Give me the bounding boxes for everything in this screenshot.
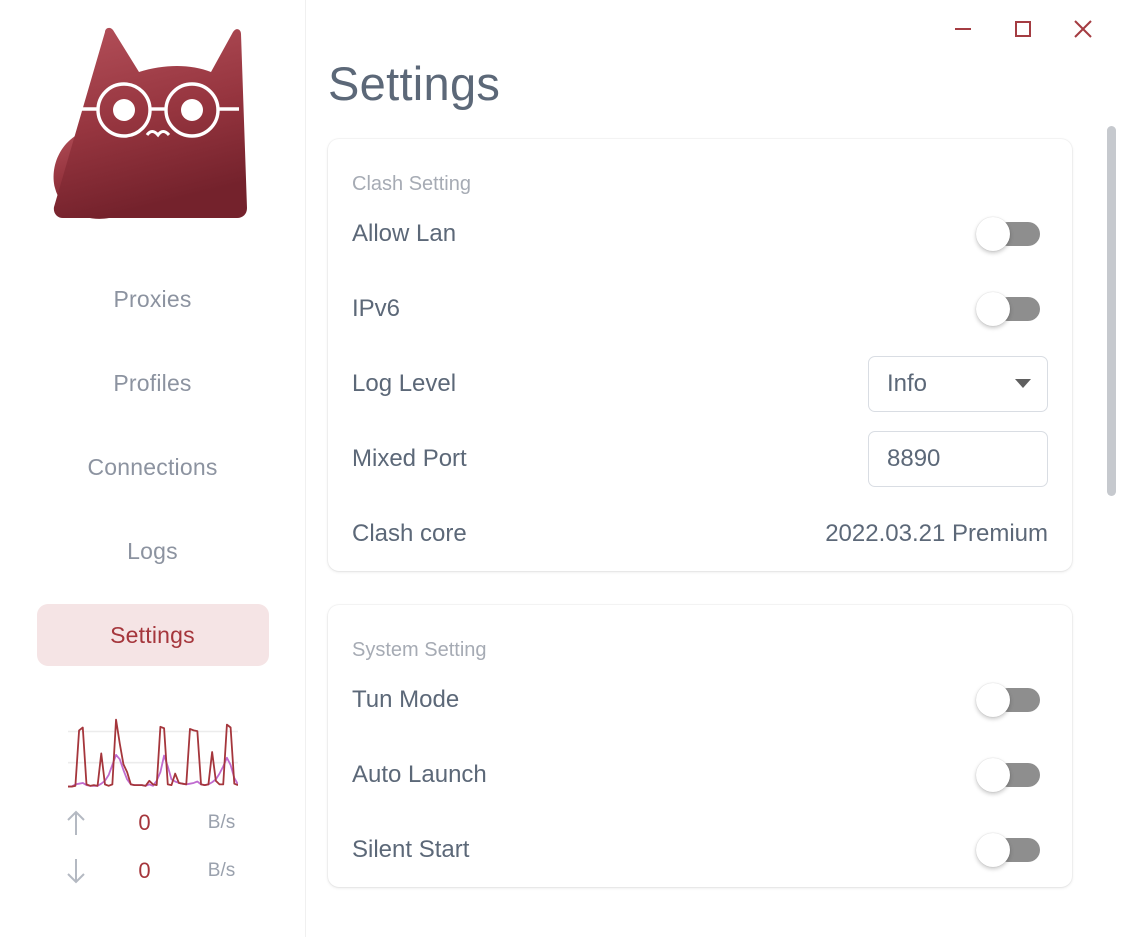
row-label: Auto Launch [352, 760, 487, 788]
row-auto-launch: Auto Launch [352, 737, 1048, 812]
upload-speed-unit: B/s [207, 812, 236, 833]
row-silent-start: Silent Start [352, 812, 1048, 887]
traffic-panel: 0 B/s 0 B/s [0, 712, 305, 886]
mixed-port-input[interactable]: 8890 [868, 430, 1048, 487]
toggle-knob [976, 216, 1010, 251]
toggle-knob [976, 757, 1010, 792]
chevron-down-icon [1015, 379, 1031, 388]
row-clash-core: Clash core 2022.03.21 Premium [352, 496, 1048, 571]
toggle-knob [976, 832, 1010, 867]
main-scrollbar-thumb[interactable] [1107, 126, 1116, 496]
sidebar-nav: Proxies Profiles Connections Logs Settin… [0, 268, 305, 688]
main-scrollbar-track[interactable] [1104, 0, 1120, 937]
row-tun-mode: Tun Mode [352, 662, 1048, 737]
main-content: Settings Clash Setting Allow Lan IPv6 [306, 0, 1124, 937]
row-label: Log Level [352, 369, 457, 397]
traffic-chart [67, 712, 238, 790]
row-mixed-port: Mixed Port 8890 [352, 421, 1048, 496]
app-logo [38, 22, 268, 232]
silent-start-toggle[interactable] [976, 831, 1048, 869]
mixed-port-value: 8890 [887, 444, 941, 472]
sidebar-item-label: Connections [87, 453, 218, 480]
sidebar: Proxies Profiles Connections Logs Settin… [0, 0, 306, 937]
page-title: Settings [328, 57, 501, 110]
arrow-down-icon [53, 856, 99, 886]
card-title: System Setting [352, 639, 487, 661]
row-label: IPv6 [352, 294, 401, 322]
sidebar-item-profiles[interactable]: Profiles [37, 352, 269, 414]
card-clash-setting: Clash Setting Allow Lan IPv6 [328, 139, 1072, 571]
clash-cat-logo-icon [47, 22, 259, 232]
card-system-setting: System Setting Tun Mode Auto Launch [328, 605, 1072, 887]
toggle-knob [976, 682, 1010, 717]
close-icon [1069, 15, 1097, 43]
upload-speed-value: 0 [138, 810, 151, 835]
row-label: Tun Mode [352, 685, 460, 713]
sidebar-item-label: Profiles [113, 369, 192, 396]
row-label: Clash core [352, 519, 467, 547]
toggle-knob [976, 291, 1010, 326]
sidebar-item-label: Logs [127, 537, 178, 564]
traffic-chart-svg [67, 718, 238, 788]
row-log-level: Log Level Info [352, 346, 1048, 421]
download-speed-value: 0 [138, 858, 151, 883]
auto-launch-toggle[interactable] [976, 756, 1048, 794]
log-level-select[interactable]: Info [868, 355, 1048, 412]
download-stat-row: 0 B/s [53, 856, 253, 886]
allow-lan-toggle[interactable] [976, 215, 1048, 253]
row-label: Allow Lan [352, 219, 457, 247]
row-ipv6: IPv6 [352, 271, 1048, 346]
arrow-up-icon [53, 808, 99, 838]
row-label: Silent Start [352, 835, 470, 863]
download-speed-unit: B/s [207, 860, 236, 881]
row-allow-lan: Allow Lan [352, 196, 1048, 271]
sidebar-item-label: Proxies [113, 285, 192, 312]
maximize-button[interactable] [1004, 10, 1042, 48]
maximize-icon [1010, 16, 1036, 42]
card-title: Clash Setting [352, 173, 471, 195]
upload-stat-row: 0 B/s [53, 808, 253, 838]
settings-cards: Clash Setting Allow Lan IPv6 [306, 111, 1124, 887]
log-level-value: Info [887, 369, 928, 397]
sidebar-item-proxies[interactable]: Proxies [37, 268, 269, 330]
minimize-icon [950, 16, 976, 42]
ipv6-toggle[interactable] [976, 290, 1048, 328]
minimize-button[interactable] [944, 10, 982, 48]
sidebar-item-logs[interactable]: Logs [37, 520, 269, 582]
sidebar-item-connections[interactable]: Connections [37, 436, 269, 498]
window-titlebar [904, 0, 1124, 58]
tun-mode-toggle[interactable] [976, 681, 1048, 719]
row-label: Mixed Port [352, 444, 467, 472]
sidebar-item-settings[interactable]: Settings [36, 604, 269, 666]
close-button[interactable] [1064, 10, 1102, 48]
sidebar-item-label: Settings [110, 621, 195, 648]
clash-core-version: 2022.03.21 Premium [825, 519, 1048, 547]
